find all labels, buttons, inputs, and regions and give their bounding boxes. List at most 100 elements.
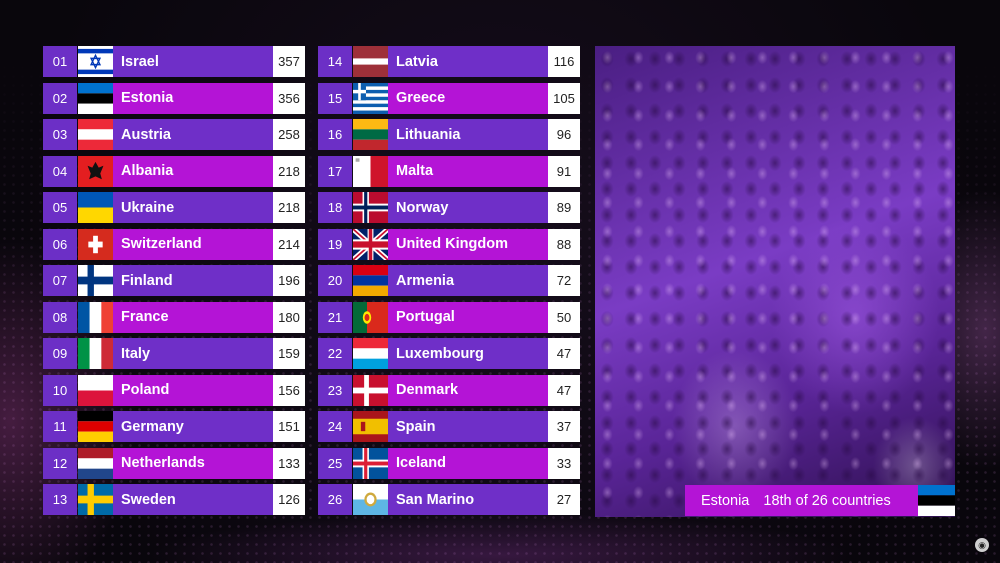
country-name: Finland xyxy=(113,265,273,296)
points-total: 33 xyxy=(548,447,580,479)
country-name: Italy xyxy=(113,338,273,369)
latvia-flag-icon xyxy=(353,46,388,77)
albania-flag-icon xyxy=(78,155,113,187)
scoreboard-row: 15 Greece 105 xyxy=(318,82,580,114)
rank-position: 03 xyxy=(43,119,77,150)
israel-flag-icon xyxy=(78,46,113,77)
points-total: 196 xyxy=(273,265,305,296)
points-total: 214 xyxy=(273,228,305,260)
country-name: Poland xyxy=(113,374,273,406)
rank-position: 19 xyxy=(318,228,352,260)
scoreboard-row: 05 Ukraine 218 xyxy=(43,192,305,223)
country-name: Estonia xyxy=(113,82,273,114)
banner-status: 18th of 26 countries xyxy=(763,492,891,509)
netherlands-flag-icon xyxy=(78,447,113,479)
rank-position: 10 xyxy=(43,374,77,406)
country-name: Sweden xyxy=(113,484,273,515)
points-total: 356 xyxy=(273,82,305,114)
rank-position: 15 xyxy=(318,82,352,114)
greece-flag-icon xyxy=(353,82,388,114)
points-total: 47 xyxy=(548,374,580,406)
country-name: Denmark xyxy=(388,374,548,406)
scoreboard-row: 04 Albania 218 xyxy=(43,155,305,187)
rank-position: 18 xyxy=(318,192,352,223)
san-marino-flag-icon xyxy=(353,484,388,515)
country-name: Latvia xyxy=(388,46,548,77)
scoreboard-row: 20 Armenia 72 xyxy=(318,265,580,296)
rank-position: 20 xyxy=(318,265,352,296)
country-name: United Kingdom xyxy=(388,228,548,260)
country-name: Lithuania xyxy=(388,119,548,150)
scoreboard-row: 09 Italy 159 xyxy=(43,338,305,369)
portugal-flag-icon xyxy=(353,301,388,333)
scoreboard-row: 11 Germany 151 xyxy=(43,411,305,442)
rank-position: 01 xyxy=(43,46,77,77)
country-name: France xyxy=(113,301,273,333)
rank-position: 22 xyxy=(318,338,352,369)
country-name: Armenia xyxy=(388,265,548,296)
country-name: Switzerland xyxy=(113,228,273,260)
country-name: Iceland xyxy=(388,447,548,479)
finland-flag-icon xyxy=(78,265,113,296)
iceland-flag-icon xyxy=(353,447,388,479)
rank-position: 14 xyxy=(318,46,352,77)
france-flag-icon xyxy=(78,301,113,333)
rank-position: 26 xyxy=(318,484,352,515)
points-total: 91 xyxy=(548,155,580,187)
country-name: Spain xyxy=(388,411,548,442)
rank-position: 12 xyxy=(43,447,77,479)
country-name: Portugal xyxy=(388,301,548,333)
points-total: 50 xyxy=(548,301,580,333)
country-name: Albania xyxy=(113,155,273,187)
points-total: 27 xyxy=(548,484,580,515)
scoreboard-row: 24 Spain 37 xyxy=(318,411,580,442)
rank-position: 08 xyxy=(43,301,77,333)
scoreboard-row: 16 Lithuania 96 xyxy=(318,119,580,150)
rank-position: 06 xyxy=(43,228,77,260)
estonia-flag-icon xyxy=(918,485,955,516)
country-name: Malta xyxy=(388,155,548,187)
rank-position: 04 xyxy=(43,155,77,187)
country-name: San Marino xyxy=(388,484,548,515)
italy-flag-icon xyxy=(78,338,113,369)
country-name: Austria xyxy=(113,119,273,150)
rank-position: 25 xyxy=(318,447,352,479)
rank-position: 05 xyxy=(43,192,77,223)
rank-position: 13 xyxy=(43,484,77,515)
country-name: Ukraine xyxy=(113,192,273,223)
rank-position: 24 xyxy=(318,411,352,442)
scoreboard-left-column: 01 Israel 357 02 Estonia 356 03 Austria 258 04 Alb… xyxy=(43,46,305,521)
scoreboard-row: 06 Switzerland 214 xyxy=(43,228,305,260)
scoreboard-row: 13 Sweden 126 xyxy=(43,484,305,515)
audience-photo xyxy=(595,46,955,517)
points-total: 159 xyxy=(273,338,305,369)
points-total: 258 xyxy=(273,119,305,150)
norway-flag-icon xyxy=(353,192,388,223)
scoreboard-row: 22 Luxembourg 47 xyxy=(318,338,580,369)
scoreboard-row: 26 San Marino 27 xyxy=(318,484,580,515)
scoreboard-row: 21 Portugal 50 xyxy=(318,301,580,333)
scoreboard-row: 01 Israel 357 xyxy=(43,46,305,77)
points-total: 218 xyxy=(273,155,305,187)
sweden-flag-icon xyxy=(78,484,113,515)
rank-position: 16 xyxy=(318,119,352,150)
scoreboard-row: 02 Estonia 356 xyxy=(43,82,305,114)
country-name: Greece xyxy=(388,82,548,114)
denmark-flag-icon xyxy=(353,374,388,406)
current-country-banner: Estonia 18th of 26 countries xyxy=(685,485,918,516)
scoreboard-row: 18 Norway 89 xyxy=(318,192,580,223)
rank-position: 11 xyxy=(43,411,77,442)
luxembourg-flag-icon xyxy=(353,338,388,369)
scoreboard-right-column: 14 Latvia 116 15 Greece 105 16 Lithuania 96 17 Mal… xyxy=(318,46,580,521)
scoreboard-row: 23 Denmark 47 xyxy=(318,374,580,406)
country-name: Luxembourg xyxy=(388,338,548,369)
points-total: 37 xyxy=(548,411,580,442)
spain-flag-icon xyxy=(353,411,388,442)
country-name: Netherlands xyxy=(113,447,273,479)
country-name: Germany xyxy=(113,411,273,442)
scoreboard-row: 10 Poland 156 xyxy=(43,374,305,406)
points-total: 151 xyxy=(273,411,305,442)
points-total: 72 xyxy=(548,265,580,296)
rank-position: 17 xyxy=(318,155,352,187)
points-total: 88 xyxy=(548,228,580,260)
